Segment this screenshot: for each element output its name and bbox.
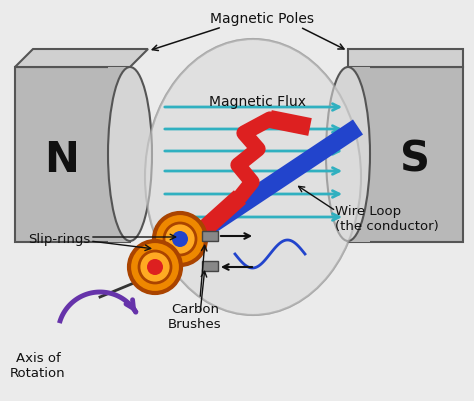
Ellipse shape [164,223,196,255]
Ellipse shape [172,231,188,247]
Text: Axis of
Rotation: Axis of Rotation [10,351,66,379]
Bar [348,68,370,242]
Polygon shape [15,50,148,68]
Text: Carbon
Brushes: Carbon Brushes [168,302,222,330]
Ellipse shape [154,213,206,265]
Text: S: S [400,139,430,180]
Bar [202,261,218,271]
Bar [15,68,130,242]
Text: N: N [45,139,80,180]
Text: Slip-rings: Slip-rings [28,233,90,246]
Bar [348,68,463,242]
Text: Magnetic Poles: Magnetic Poles [210,12,314,26]
Text: Magnetic Flux: Magnetic Flux [210,95,307,109]
Text: Wire Loop
(the conductor): Wire Loop (the conductor) [335,205,439,233]
Ellipse shape [139,251,171,283]
Ellipse shape [147,259,163,275]
Ellipse shape [145,40,361,315]
Polygon shape [348,50,463,68]
Ellipse shape [145,40,361,315]
Ellipse shape [129,241,181,293]
Bar [202,231,218,241]
Ellipse shape [108,68,152,241]
Ellipse shape [326,68,370,241]
Bar [108,68,130,242]
